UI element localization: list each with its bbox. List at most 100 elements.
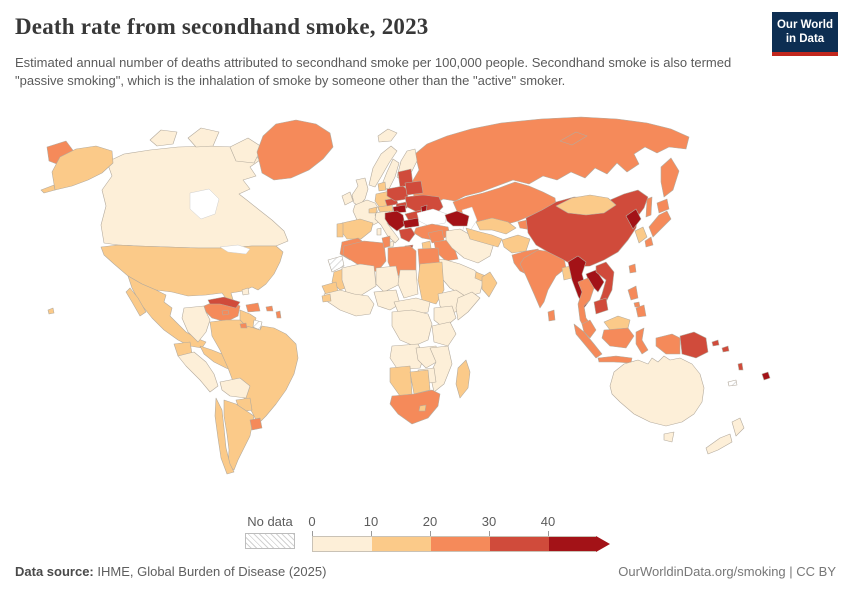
country-syria[interactable]: [427, 229, 445, 244]
country-botswana[interactable]: [409, 369, 431, 395]
country-philippines-luzon[interactable]: [627, 285, 639, 301]
country-new-zealand-south[interactable]: [705, 433, 733, 455]
legend-bin-30-40[interactable]: [490, 536, 549, 552]
country-guinea-bissau[interactable]: [321, 293, 332, 303]
country-canada-arctic-2[interactable]: [187, 127, 220, 148]
country-algeria[interactable]: [342, 240, 387, 273]
country-uzbekistan[interactable]: [475, 217, 517, 235]
country-india[interactable]: [519, 249, 567, 309]
country-nigeria[interactable]: [373, 289, 401, 311]
country-solomon-1[interactable]: [711, 339, 720, 347]
country-namibia[interactable]: [389, 365, 413, 397]
country-caucasus[interactable]: [444, 210, 470, 227]
country-new-caledonia[interactable]: [727, 379, 738, 387]
country-sulawesi[interactable]: [635, 327, 649, 355]
country-portugal[interactable]: [336, 222, 344, 238]
legend-bin-0-10[interactable]: [312, 536, 372, 552]
country-hawaii[interactable]: [47, 307, 55, 315]
country-denmark[interactable]: [377, 181, 387, 192]
country-solomon-2[interactable]: [721, 345, 730, 353]
country-trinidad[interactable]: [239, 322, 248, 329]
country-west-papua[interactable]: [655, 333, 681, 355]
country-russia-novaya-zemlya[interactable]: [559, 131, 588, 146]
country-chile[interactable]: [214, 397, 235, 475]
country-mali[interactable]: [341, 263, 377, 297]
legend-bin-40+[interactable]: [549, 536, 596, 552]
country-cambodia[interactable]: [593, 297, 609, 315]
country-java[interactable]: [597, 355, 633, 364]
country-spain[interactable]: [340, 218, 374, 240]
country-argentina[interactable]: [223, 399, 255, 471]
country-norway[interactable]: [368, 145, 398, 188]
country-afghanistan[interactable]: [501, 234, 531, 254]
country-japan-honshu[interactable]: [648, 210, 672, 238]
country-dr-congo[interactable]: [391, 309, 433, 347]
country-bolivia[interactable]: [219, 377, 251, 399]
country-north-korea[interactable]: [625, 208, 642, 230]
country-papua-new-guinea[interactable]: [679, 331, 709, 359]
country-philippines-visayas[interactable]: [633, 301, 641, 308]
country-cuba[interactable]: [207, 296, 241, 309]
country-puerto-rico[interactable]: [265, 305, 274, 312]
country-tanzania[interactable]: [431, 321, 457, 347]
country-alaska-aleutians[interactable]: [40, 184, 56, 194]
country-chad[interactable]: [397, 269, 419, 299]
country-borneo-south[interactable]: [601, 327, 635, 349]
country-alaska[interactable]: [51, 145, 114, 191]
country-tasmania[interactable]: [663, 431, 675, 443]
country-taiwan[interactable]: [628, 263, 637, 274]
country-western-sahara[interactable]: [327, 255, 345, 273]
country-west-africa[interactable]: [323, 289, 375, 317]
country-sudan[interactable]: [417, 261, 445, 305]
country-japan-hokkaido[interactable]: [656, 198, 670, 214]
country-south-korea[interactable]: [634, 226, 648, 244]
country-turkmenistan[interactable]: [465, 227, 503, 248]
country-ireland[interactable]: [341, 191, 354, 206]
country-niger[interactable]: [375, 265, 401, 293]
country-italy-sardinia[interactable]: [376, 227, 382, 236]
country-balkans[interactable]: [384, 210, 406, 232]
legend-bin-10-20[interactable]: [372, 536, 431, 552]
country-fiji[interactable]: [761, 371, 771, 381]
country-brazil[interactable]: [209, 319, 299, 425]
country-tunisia[interactable]: [381, 235, 391, 249]
country-hispaniola[interactable]: [245, 302, 261, 313]
country-lesser-antilles[interactable]: [275, 310, 282, 319]
country-switzerland[interactable]: [368, 206, 378, 214]
country-mongolia[interactable]: [555, 194, 617, 216]
country-new-zealand-north[interactable]: [731, 417, 745, 437]
country-belarus[interactable]: [404, 180, 424, 196]
country-somalia[interactable]: [455, 291, 481, 321]
country-jamaica[interactable]: [221, 309, 230, 316]
country-south-africa[interactable]: [389, 389, 441, 425]
country-iceland[interactable]: [377, 128, 398, 143]
country-greece[interactable]: [398, 227, 416, 243]
owid-logo[interactable]: Our World in Data: [772, 12, 838, 56]
country-russia-kamchatka[interactable]: [660, 157, 680, 198]
rights-link[interactable]: OurWorldinData.org/smoking | CC BY: [618, 564, 836, 579]
country-oman[interactable]: [481, 271, 498, 298]
country-angola[interactable]: [389, 343, 425, 371]
country-vanuatu[interactable]: [737, 362, 744, 371]
country-russia-sakhalin[interactable]: [645, 196, 653, 218]
country-mexico-baja[interactable]: [125, 287, 147, 317]
country-uruguay[interactable]: [249, 417, 263, 431]
legend-color-bar[interactable]: [312, 536, 610, 552]
legend-no-data[interactable]: No data: [245, 514, 295, 549]
country-canada-arctic-1[interactable]: [149, 129, 178, 147]
country-madagascar[interactable]: [455, 359, 471, 399]
legend-bin-20-30[interactable]: [431, 536, 490, 552]
country-sri-lanka[interactable]: [547, 309, 556, 322]
country-japan-kyushu[interactable]: [644, 236, 654, 248]
no-data-swatch[interactable]: [245, 533, 295, 549]
country-bahamas[interactable]: [241, 287, 250, 296]
country-borneo-north[interactable]: [603, 315, 631, 331]
country-lesotho[interactable]: [418, 404, 427, 412]
country-philippines-mindanao[interactable]: [635, 304, 647, 318]
country-greenland[interactable]: [256, 119, 334, 181]
country-sumatra[interactable]: [573, 323, 603, 359]
country-australia[interactable]: [609, 355, 705, 427]
country-russia[interactable]: [411, 116, 690, 208]
country-bulgaria[interactable]: [402, 217, 420, 229]
